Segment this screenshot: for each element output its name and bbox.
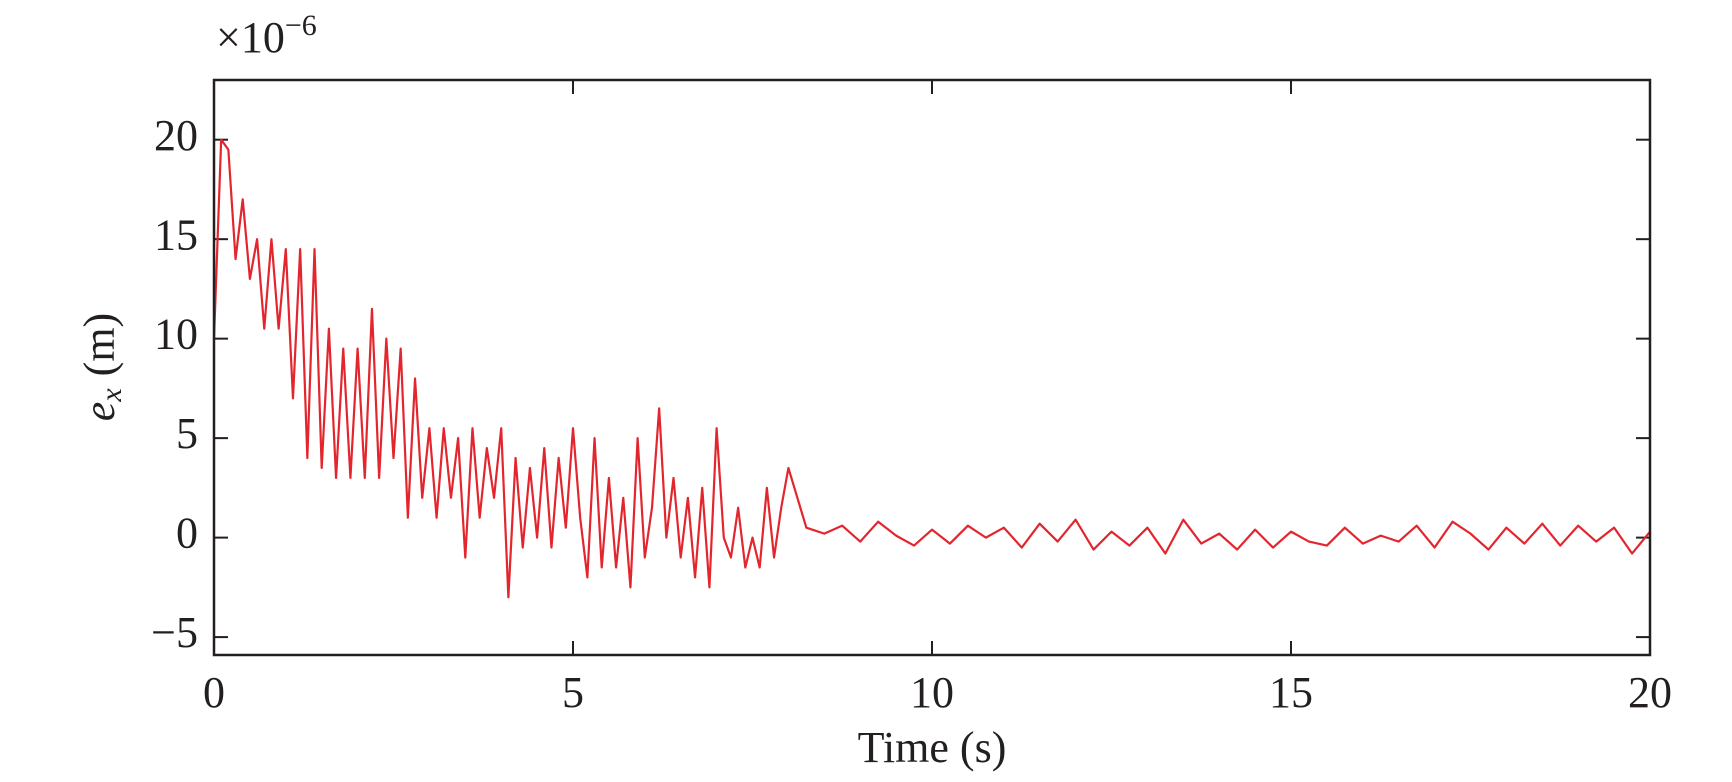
x-tick-label: 0 [203, 668, 225, 717]
x-tick-label: 15 [1269, 668, 1313, 717]
y-tick-label: 5 [176, 409, 198, 458]
y-tick-label: 10 [154, 310, 198, 359]
y-tick-label: 20 [154, 111, 198, 160]
x-tick-label: 10 [910, 668, 954, 717]
data-line [212, 138, 1651, 599]
y-label-unit: (m) [75, 313, 124, 377]
y-label-symbol: e [75, 402, 124, 422]
multiplier-exponent: −6 [285, 9, 317, 42]
plot-frame [212, 78, 1652, 657]
x-tick-label: 20 [1628, 668, 1672, 717]
y-tick-label: 0 [176, 509, 198, 558]
y-tick-label: −5 [151, 608, 198, 657]
x-tick-label: 5 [562, 668, 584, 717]
y-multiplier: ×10−6 [216, 9, 317, 62]
multiplier-base: ×10 [216, 13, 285, 62]
y-label-subscript: x [95, 388, 128, 403]
y-tick-label: 15 [154, 210, 198, 259]
y-axis-label: ex (m) [75, 313, 128, 421]
x-axis-label: Time (s) [858, 723, 1007, 772]
